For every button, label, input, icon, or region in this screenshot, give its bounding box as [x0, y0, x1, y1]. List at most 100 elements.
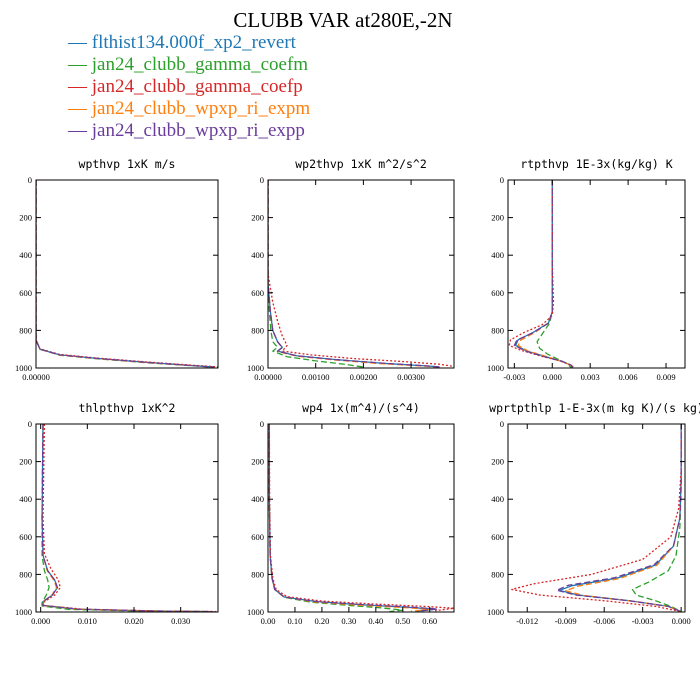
legend-item: — jan24_clubb_gamma_coefm — [67, 54, 308, 75]
series-line — [41, 424, 209, 612]
series-line — [36, 180, 215, 368]
series-line — [517, 180, 574, 368]
x-tick-label: 0.50 — [395, 616, 410, 626]
x-tick-label: -0.003 — [632, 616, 654, 626]
y-tick-label: 0 — [500, 175, 504, 185]
series-line — [36, 180, 215, 368]
x-tick-label: -0.006 — [593, 616, 615, 626]
panels: wpthvp 1xK m/s020040060080010000.00000wp… — [15, 157, 700, 626]
y-tick-label: 600 — [19, 532, 32, 542]
series-line — [268, 424, 431, 612]
y-tick-label: 800 — [19, 569, 32, 579]
plot-frame — [267, 423, 455, 613]
y-tick-label: 0 — [260, 419, 264, 429]
y-tick-label: 200 — [251, 213, 264, 223]
chart-panel: rtpthvp 1E-3x(kg/kg) K 0 200 400 600 800 1000-… — [487, 157, 686, 382]
legend: — flthist134.000f_xp2_revert— jan24_club… — [67, 32, 310, 141]
y-tick-label: 0 — [28, 419, 32, 429]
plot-frame — [35, 423, 219, 613]
y-tick-label: 400 — [19, 250, 32, 260]
x-tick-label: 0.00100 — [302, 372, 330, 382]
x-tick-label: -0.012 — [516, 616, 538, 626]
y-tick-label: 0 — [260, 175, 264, 185]
y-tick-label: 0 — [500, 419, 504, 429]
series-line — [268, 424, 454, 612]
x-tick-label: 0.00000 — [22, 372, 50, 382]
legend-item: — flthist134.000f_xp2_revert — [67, 32, 297, 53]
y-tick-label: 1000 — [247, 607, 264, 617]
y-tick-label: 200 — [19, 457, 32, 467]
panel-title: rtpthvp 1E-3x(kg/kg) K — [520, 157, 672, 171]
x-tick-label: 0.003 — [581, 372, 600, 382]
series-line — [268, 180, 435, 368]
x-tick-label: 0.020 — [124, 616, 143, 626]
y-tick-label: 1000 — [247, 363, 264, 373]
x-tick-label: 0.006 — [619, 372, 638, 382]
y-tick-label: 200 — [19, 213, 32, 223]
y-tick-label: 1000 — [487, 607, 504, 617]
series-line — [268, 424, 436, 612]
x-tick-label: 0.00200 — [350, 372, 378, 382]
chart-panel: wp2thvp 1xK m^2/s^2 0 200 400 600 800 1000 0.00… — [247, 157, 455, 382]
y-tick-label: 200 — [251, 457, 264, 467]
series-line — [511, 424, 682, 612]
series-line — [631, 424, 682, 612]
x-tick-label: 0.010 — [78, 616, 97, 626]
panel-title: thlpthvp 1xK^2 — [79, 401, 176, 415]
series-line — [513, 180, 574, 368]
y-tick-label: 0 — [28, 175, 32, 185]
x-tick-label: 0.00300 — [397, 372, 425, 382]
series-line — [268, 180, 364, 368]
figure-title: CLUBB VAR at280E,-2N — [233, 8, 452, 32]
chart-panel: wprtpthlp 1-E-3x(m kg K)/(s kg) 0 200 400 60… — [487, 401, 700, 626]
series-line — [41, 424, 214, 612]
series-line — [268, 180, 440, 368]
series-line — [42, 424, 218, 612]
plot-frame — [267, 179, 455, 369]
plot-frame — [507, 179, 686, 369]
series-line — [268, 180, 440, 368]
y-tick-label: 400 — [491, 250, 504, 260]
series-line — [556, 424, 682, 612]
panel-title: wp4 1x(m^4)/(s^4) — [302, 401, 420, 415]
series-line — [268, 424, 439, 612]
y-tick-label: 1000 — [15, 363, 32, 373]
series-line — [268, 180, 454, 368]
legend-item: — jan24_clubb_wpxp_ri_expp — [67, 120, 305, 141]
panel-title: wp2thvp 1xK m^2/s^2 — [295, 157, 427, 171]
y-tick-label: 1000 — [487, 363, 504, 373]
x-tick-label: 0.000 — [543, 372, 562, 382]
y-tick-label: 800 — [251, 325, 264, 335]
series-line — [41, 424, 214, 612]
y-tick-label: 400 — [251, 250, 264, 260]
y-tick-label: 800 — [491, 569, 504, 579]
series-line — [36, 180, 215, 368]
series-line — [36, 180, 218, 368]
x-tick-label: -0.009 — [555, 616, 577, 626]
panel-title: wprtpthlp 1-E-3x(m kg K)/(s kg) — [489, 401, 700, 415]
y-tick-label: 400 — [19, 494, 32, 504]
series-line — [514, 180, 574, 368]
y-tick-label: 200 — [491, 213, 504, 223]
y-tick-label: 1000 — [15, 607, 32, 617]
series-line — [558, 424, 682, 612]
x-tick-label: 0.00 — [261, 616, 276, 626]
x-tick-label: 0.000 — [672, 616, 691, 626]
x-tick-label: 0.030 — [171, 616, 190, 626]
y-tick-label: 600 — [491, 532, 504, 542]
y-tick-label: 600 — [491, 288, 504, 298]
series-line — [41, 424, 214, 612]
y-tick-label: 800 — [491, 325, 504, 335]
x-tick-label: 0.000 — [31, 616, 50, 626]
series-line — [536, 180, 572, 368]
x-tick-label: 0.30 — [341, 616, 356, 626]
plot-frame — [507, 423, 686, 613]
y-tick-label: 800 — [19, 325, 32, 335]
legend-item: — jan24_clubb_gamma_coefp — [67, 76, 303, 97]
y-tick-label: 600 — [251, 288, 264, 298]
x-tick-label: 0.20 — [314, 616, 329, 626]
